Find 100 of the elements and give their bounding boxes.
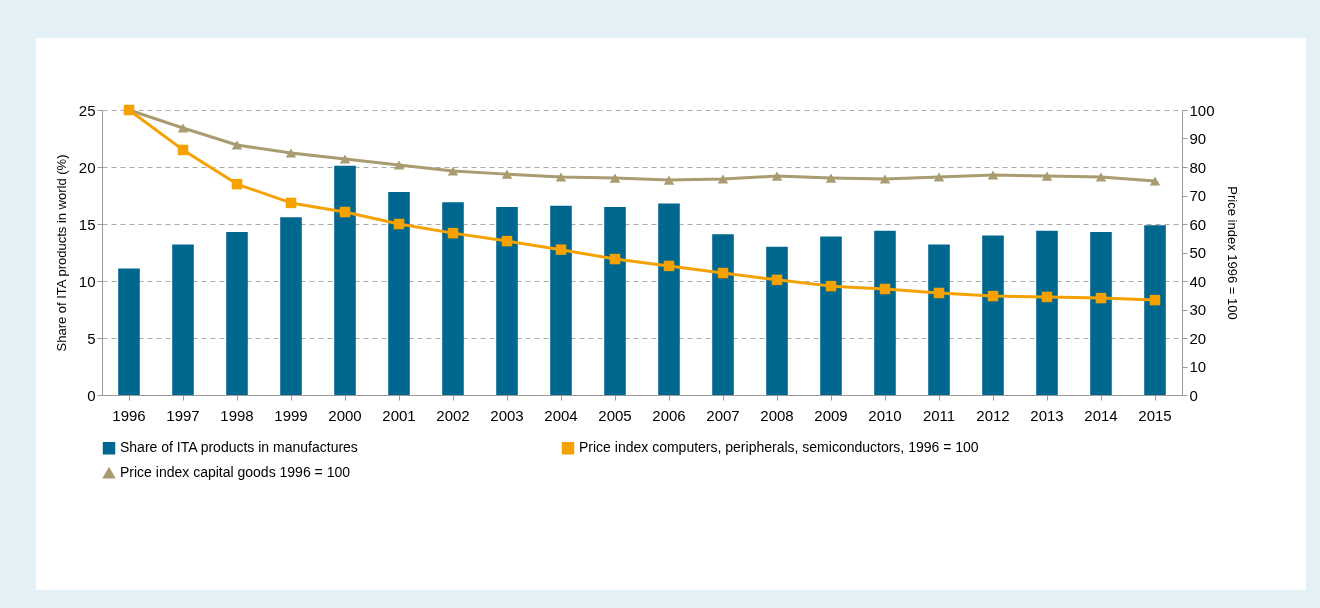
legend-label: Price index computers, peripherals, semiconductors, 1996 = 100 bbox=[579, 439, 979, 456]
point bbox=[609, 253, 621, 265]
point bbox=[339, 154, 351, 164]
point bbox=[825, 280, 837, 292]
y2-tick-label: 100 bbox=[1189, 101, 1215, 119]
bar bbox=[658, 203, 680, 395]
point bbox=[1095, 292, 1107, 304]
y2-tick-label: 40 bbox=[1189, 272, 1207, 290]
point bbox=[177, 123, 189, 133]
point bbox=[1041, 171, 1053, 181]
x-tick-label: 2000 bbox=[328, 406, 362, 424]
point bbox=[987, 170, 999, 180]
point bbox=[339, 206, 351, 218]
y-tick-label: 20 bbox=[78, 158, 96, 176]
y2-tick-label: 20 bbox=[1189, 329, 1207, 347]
y-tick-label: 15 bbox=[78, 215, 96, 233]
point bbox=[663, 260, 675, 272]
point bbox=[1149, 294, 1161, 306]
y-axis-title: Share of ITA products in world (%) bbox=[53, 154, 69, 352]
point bbox=[609, 173, 621, 183]
bar bbox=[496, 206, 518, 395]
y2-tick-label: 90 bbox=[1189, 130, 1207, 147]
y2-tick-label: 70 bbox=[1189, 187, 1207, 204]
x-tick-label: 2005 bbox=[598, 406, 632, 424]
point bbox=[1041, 291, 1053, 303]
point bbox=[501, 169, 513, 179]
point bbox=[933, 172, 945, 182]
x-tick-label: 1996 bbox=[112, 406, 146, 424]
bar bbox=[118, 268, 140, 395]
bar bbox=[982, 235, 1004, 395]
point bbox=[717, 267, 729, 279]
y2-axis-title: Price index 1996 = 100 bbox=[1224, 186, 1240, 320]
x-tick-label: 2002 bbox=[436, 406, 470, 424]
point bbox=[879, 174, 891, 184]
point bbox=[771, 274, 783, 286]
y2-tick-label: 60 bbox=[1189, 215, 1207, 233]
bar bbox=[928, 244, 950, 395]
bar bbox=[604, 206, 626, 395]
y2-tick-label: 80 bbox=[1189, 158, 1207, 176]
y-tick-label: 0 bbox=[87, 386, 96, 404]
bar bbox=[820, 236, 842, 395]
point bbox=[933, 287, 945, 299]
point bbox=[1149, 176, 1161, 186]
bar bbox=[226, 231, 248, 395]
x-tick-label: 2015 bbox=[1138, 406, 1172, 424]
point bbox=[447, 166, 459, 176]
point bbox=[285, 197, 297, 209]
point bbox=[393, 160, 405, 170]
x-tick-label: 2013 bbox=[1030, 406, 1064, 424]
x-tick-label: 1997 bbox=[166, 406, 200, 424]
bar bbox=[280, 217, 302, 395]
x-tick-label: 2008 bbox=[760, 406, 794, 424]
bar bbox=[712, 234, 734, 395]
point bbox=[231, 140, 243, 150]
y2-tick-label: 30 bbox=[1189, 301, 1207, 318]
point bbox=[285, 148, 297, 158]
point bbox=[177, 144, 189, 156]
x-tick-label: 2001 bbox=[382, 406, 416, 424]
point bbox=[231, 178, 243, 190]
point bbox=[1095, 172, 1107, 182]
y2-tick-label: 50 bbox=[1189, 244, 1207, 261]
point bbox=[879, 283, 891, 295]
legend-label: Price index capital goods 1996 = 100 bbox=[120, 464, 351, 480]
bar bbox=[334, 165, 356, 395]
y2-tick-label: 0 bbox=[1189, 386, 1198, 404]
point bbox=[501, 235, 513, 247]
x-tick-label: 2006 bbox=[652, 406, 686, 424]
y-tick-label: 5 bbox=[87, 329, 96, 347]
x-tick-label: 2007 bbox=[706, 406, 740, 424]
point bbox=[825, 173, 837, 183]
x-tick-label: 2012 bbox=[976, 406, 1010, 424]
x-tick-label: 1998 bbox=[220, 406, 254, 424]
bar bbox=[1036, 230, 1058, 395]
point bbox=[555, 244, 567, 255]
point bbox=[771, 171, 783, 181]
y-tick-label: 25 bbox=[78, 101, 96, 119]
bar bbox=[442, 202, 464, 395]
bar bbox=[766, 246, 788, 395]
bar bbox=[550, 205, 572, 395]
x-tick-label: 2011 bbox=[922, 406, 956, 424]
y-tick-label: 10 bbox=[78, 272, 96, 290]
point bbox=[717, 174, 729, 184]
x-tick-label: 2014 bbox=[1084, 406, 1118, 424]
point bbox=[393, 218, 405, 230]
bar bbox=[1144, 225, 1166, 395]
bar bbox=[874, 230, 896, 395]
x-tick-label: 2009 bbox=[814, 406, 848, 424]
x-tick-label: 2004 bbox=[544, 406, 578, 424]
x-tick-label: 1999 bbox=[274, 406, 308, 424]
point bbox=[987, 290, 999, 302]
bar bbox=[388, 192, 410, 395]
point bbox=[447, 227, 459, 239]
point bbox=[555, 172, 567, 182]
y2-tick-label: 10 bbox=[1189, 358, 1207, 375]
bar bbox=[172, 244, 194, 395]
bar bbox=[1090, 231, 1112, 395]
x-tick-label: 2010 bbox=[868, 406, 902, 424]
x-tick-label: 2003 bbox=[490, 406, 524, 424]
point bbox=[663, 175, 675, 185]
legend-label: Share of ITA products in manufactures bbox=[120, 439, 358, 456]
